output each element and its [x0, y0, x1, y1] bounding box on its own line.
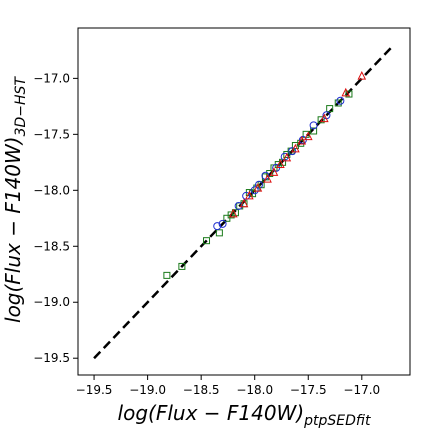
x-tick-label: −19.5	[76, 383, 113, 397]
data-point-circle	[288, 147, 297, 156]
data-point-square	[178, 262, 186, 270]
data-point-triangle	[341, 87, 351, 97]
y-axis-ticks: −19.5 −19.0 −18.5 −18.0 −17.5 −17.0	[33, 71, 78, 365]
x-axis-label: log(Flux − F140W)ptpSEDfit	[118, 401, 371, 429]
data-point-triangle	[253, 182, 263, 192]
x-tick-label: −17.5	[290, 383, 327, 397]
data-point-circle	[336, 96, 345, 105]
x-tick-label: −18.0	[236, 383, 273, 397]
x-axis-ticks: −19.5 −19.0 −18.5 −18.0 −17.5 −17.0	[76, 375, 380, 397]
data-point-square	[215, 229, 223, 237]
data-point-triangle	[239, 198, 249, 208]
y-tick-label: −17.0	[33, 71, 70, 85]
data-point-square	[227, 211, 235, 219]
data-point-triangle	[276, 159, 285, 169]
x-tick-label: −18.5	[183, 383, 220, 397]
data-point-triangle	[320, 113, 329, 123]
x-tick-label: −17.0	[343, 383, 380, 397]
data-point-triangle	[303, 131, 313, 141]
data-point-triangle	[357, 71, 367, 80]
data-point-square	[231, 209, 239, 217]
data-point-square	[291, 142, 299, 150]
y-tick-label: −19.0	[33, 295, 70, 309]
data-points	[163, 71, 367, 279]
data-point-circle	[234, 201, 243, 210]
data-point-square	[334, 99, 342, 107]
data-point-circle	[218, 219, 227, 228]
y-tick-label: −19.5	[33, 351, 70, 365]
data-point-square	[326, 105, 334, 113]
data-point-circle	[250, 186, 259, 195]
data-point-square	[310, 127, 318, 135]
data-point-square	[345, 90, 353, 98]
data-point-triangle	[269, 167, 279, 176]
data-point-circle	[309, 121, 318, 130]
data-point-square	[203, 237, 211, 245]
y-tick-label: −17.5	[33, 127, 70, 141]
data-point-triangle	[263, 173, 272, 183]
data-point-triangle	[291, 143, 300, 153]
x-tick-label: −19.0	[129, 383, 166, 397]
data-point-square	[163, 271, 171, 279]
data-point-circle	[254, 180, 263, 189]
y-tick-label: −18.0	[33, 183, 70, 197]
data-point-triangle	[228, 208, 238, 218]
data-point-triangle	[245, 190, 254, 200]
data-point-square	[266, 170, 274, 178]
y-axis-label: log(Flux − F140W)3D−HST	[1, 76, 29, 323]
one-to-one-dashed-line	[93, 43, 395, 360]
data-point-triangle	[297, 135, 307, 145]
data-point-square	[317, 116, 325, 124]
one-to-one-line	[93, 43, 395, 360]
data-point-triangle	[282, 152, 292, 162]
data-point-circle	[213, 222, 222, 231]
y-tick-label: −18.5	[33, 239, 70, 253]
